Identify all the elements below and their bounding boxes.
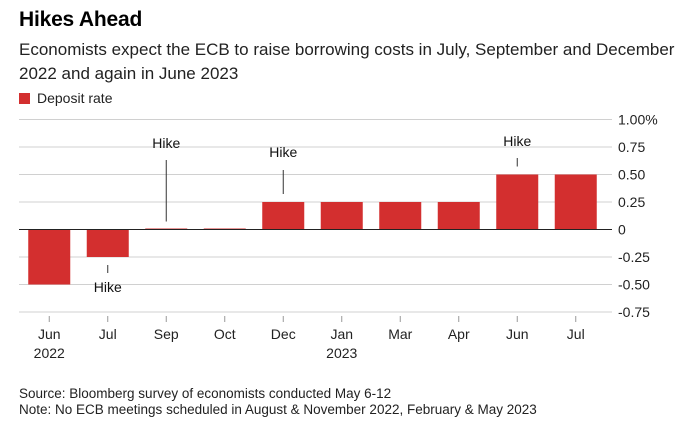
bar — [320, 202, 363, 230]
x-year-label: 2023 — [326, 345, 357, 361]
bar-chart: 1.00% 0.75 0.50 0.25 0 -0.25 -0.50 -0.75 Jun 2022… — [19, 112, 658, 361]
bar — [86, 229, 129, 257]
annotation-label: Hike — [503, 133, 531, 149]
y-tick-label: 0.50 — [618, 167, 645, 183]
x-tick-label: Jul — [99, 326, 117, 342]
x-tick-label: Sep — [154, 326, 179, 342]
x-tick-label: Jun — [38, 326, 61, 342]
source-note: Source: Bloomberg survey of economists c… — [19, 386, 392, 401]
bar — [262, 202, 305, 230]
x-tick-label: Oct — [214, 326, 236, 342]
x-tick-label: Jul — [567, 326, 585, 342]
x-tick-label: Apr — [448, 326, 470, 342]
annotation-label: Hike — [94, 279, 122, 295]
bar — [437, 202, 480, 230]
bar — [554, 174, 597, 230]
y-tick-label: 0.25 — [618, 194, 645, 210]
chart-subtitle: Economists expect the ECB to raise borro… — [19, 40, 675, 83]
bar — [379, 202, 422, 230]
y-tick-label: -0.25 — [618, 249, 650, 265]
x-tick-label: Mar — [388, 326, 412, 342]
y-tick-label: -0.75 — [618, 304, 650, 320]
legend: Deposit rate — [19, 90, 112, 106]
legend-label-deposit-rate: Deposit rate — [37, 90, 113, 106]
chart-title: Hikes Ahead — [19, 8, 143, 31]
meeting-note: Note: No ECB meetings scheduled in Augus… — [19, 402, 537, 417]
y-tick-label: -0.50 — [618, 277, 650, 293]
footer: Source: Bloomberg survey of economists c… — [19, 386, 537, 418]
y-tick-label: 0.75 — [618, 139, 645, 155]
x-tick-label: Dec — [271, 326, 296, 342]
x-year-label: 2022 — [34, 345, 65, 361]
bar — [28, 229, 71, 285]
annotation-label: Hike — [269, 144, 297, 160]
x-tick-label: Jun — [506, 326, 529, 342]
bar — [496, 174, 539, 230]
x-tick-label: Jan — [330, 326, 353, 342]
y-tick-label: 0 — [618, 222, 626, 238]
y-tick-label: 1.00% — [618, 112, 658, 128]
legend-swatch-deposit-rate — [19, 92, 30, 104]
annotation-label: Hike — [152, 135, 180, 151]
